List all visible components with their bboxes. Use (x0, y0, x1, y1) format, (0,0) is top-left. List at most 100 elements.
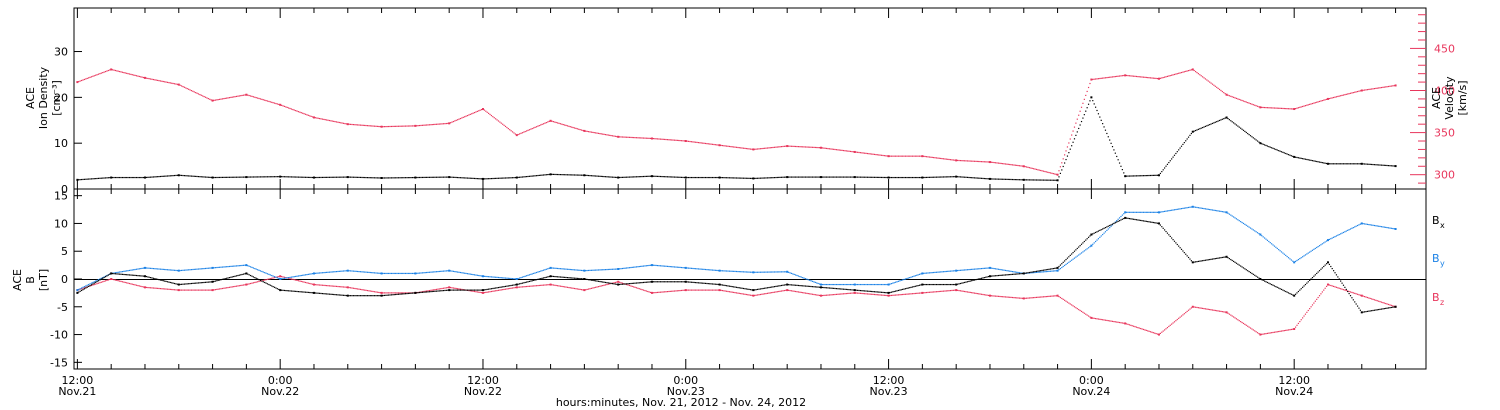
bz-series-dot (1014, 297, 1016, 299)
velocity-series-dot (644, 137, 646, 139)
velocity-series-dot (1365, 89, 1367, 91)
velocity-series-dot (999, 162, 1001, 164)
by-series-dot (1199, 207, 1201, 209)
bx-series-dot (420, 291, 422, 294)
density-series-dot (1220, 119, 1222, 121)
bz-series-dot (706, 289, 708, 291)
bx-series-point (245, 272, 248, 275)
density-series-dot (1297, 157, 1300, 159)
bx-series-dot (797, 284, 800, 287)
bx-series-dot (1340, 280, 1342, 282)
by-series-dot (528, 274, 531, 276)
density-series-dot (787, 176, 790, 178)
bx-series-dot (1133, 218, 1135, 220)
bz-series-dot (1182, 314, 1184, 316)
bx-series-dot (807, 285, 809, 287)
density-series-dot (849, 176, 852, 178)
bz-series-dot (103, 280, 105, 282)
velocity-series-dot (1071, 134, 1073, 136)
by-series-dot (250, 266, 252, 268)
density-series-dot (1058, 176, 1060, 178)
velocity-series-dot (165, 81, 167, 83)
by-series-dot (834, 283, 836, 286)
by-series-dot (235, 265, 238, 267)
bz-series-dot (430, 289, 432, 291)
velocity-series-dot (813, 146, 815, 148)
bx-series-dot (1138, 219, 1140, 221)
bz-series-dot (354, 287, 356, 290)
bz-series-dot (969, 291, 971, 294)
density-series-dot (514, 177, 516, 179)
density-series-dot (1359, 163, 1361, 165)
by-series-dot (1241, 221, 1243, 224)
velocity-series-dot (248, 94, 250, 97)
density-series-dot (1172, 156, 1174, 158)
density-series-dot (1179, 147, 1181, 149)
density-series-dot (1385, 164, 1387, 167)
bz-series-dot (509, 287, 511, 290)
by-series-dot (1214, 209, 1216, 212)
bz-series-dot (1340, 288, 1342, 290)
bz-series-dot (472, 290, 474, 292)
density-series-dot (1128, 175, 1131, 177)
bz-series-dot (278, 275, 280, 278)
bz-series-dot (630, 285, 632, 287)
bx-series-point (1360, 311, 1363, 314)
bx-series-dot (1279, 288, 1281, 290)
by-series-dot (1335, 235, 1338, 237)
density-series-dot (159, 175, 162, 178)
bx-series-dot (459, 289, 462, 291)
density-series-dot (409, 177, 411, 179)
velocity-series-dot (452, 120, 455, 123)
by-series-dot (142, 267, 145, 269)
velocity-series-dot (1164, 76, 1166, 78)
bz-series-dot (1120, 322, 1122, 324)
bx-series-dot (1255, 275, 1257, 277)
by-series-dot (1248, 226, 1250, 228)
velocity-series-dot (947, 158, 949, 160)
bz-series-dot (992, 295, 994, 297)
density-series-point (955, 175, 958, 178)
density-series-dot (1341, 163, 1343, 165)
density-series-dot (451, 176, 453, 178)
bz-series-dot (1217, 310, 1219, 312)
density-series-point (1022, 178, 1025, 181)
b-tick-label: 0 (61, 273, 68, 286)
by-series-dot (1352, 227, 1354, 229)
bz-series-dot (589, 288, 591, 290)
bz-series-dot (1342, 289, 1345, 291)
velocity-series-dot (582, 129, 584, 132)
bz-series-dot (433, 289, 435, 291)
by-series-dot (890, 283, 892, 285)
bz-series-dot (537, 284, 539, 287)
velocity-series-dot (510, 130, 512, 132)
velocity-series-dot (1100, 77, 1102, 79)
bx-series-dot (899, 289, 901, 291)
by-series-dot (479, 275, 481, 277)
bx-series-point (177, 283, 180, 286)
bx-series-dot (119, 273, 121, 275)
bx-series-point (1090, 233, 1093, 236)
by-series-point (617, 268, 620, 270)
velocity-series-dot (869, 153, 871, 155)
bx-series-dot (1204, 259, 1207, 261)
velocity-series-dot (1061, 162, 1063, 164)
density-series-dot (1375, 164, 1377, 166)
bx-series-dot (255, 277, 257, 279)
bz-series-dot (1302, 317, 1304, 319)
bz-series-dot (804, 292, 807, 294)
bx-series-dot (311, 292, 314, 294)
density-series-dot (447, 176, 449, 178)
density-series-dot (1378, 164, 1380, 166)
bx-series-dot (1020, 273, 1022, 275)
density-series-dot (1135, 175, 1138, 177)
bx-series-dot (1197, 260, 1200, 263)
bx-series-dot (1202, 260, 1204, 262)
velocity-series-dot (687, 140, 690, 142)
by-series-point (1157, 211, 1160, 214)
by-series-dot (417, 272, 419, 274)
bx-series-dot (1331, 267, 1333, 270)
bz-series-dot (96, 283, 98, 285)
bz-series-dot (326, 284, 328, 287)
by-series-dot (872, 283, 874, 286)
